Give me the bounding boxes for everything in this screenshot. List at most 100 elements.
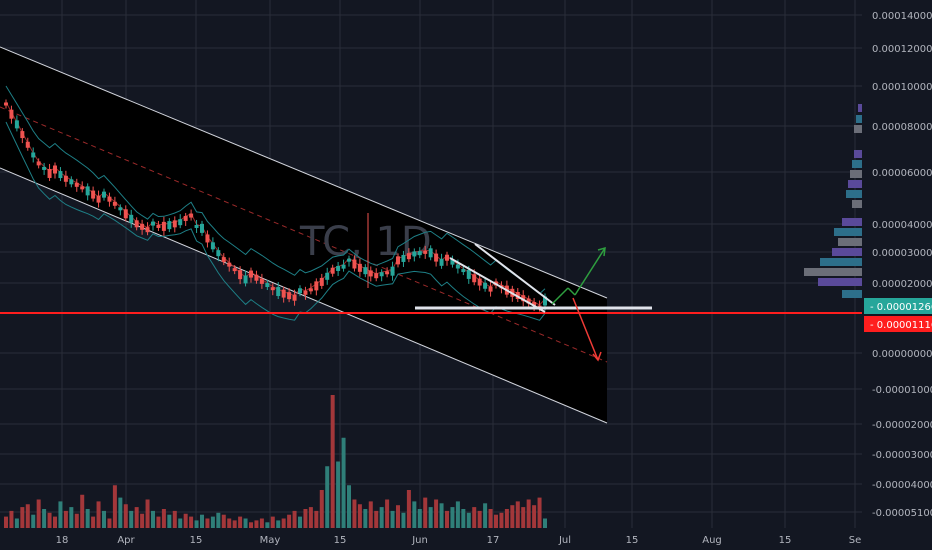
candle-body <box>472 274 477 283</box>
candle-body <box>96 195 101 203</box>
candle-body <box>156 224 161 228</box>
candle-body <box>357 263 362 272</box>
volume-profile-bar <box>820 258 862 266</box>
volume-bar <box>205 518 210 528</box>
candles <box>4 99 547 312</box>
candle-body <box>445 254 449 261</box>
volume-bar <box>439 503 444 528</box>
candle-body <box>417 251 422 256</box>
volume-bar <box>401 512 406 528</box>
candle-body <box>194 224 199 228</box>
volume-bar <box>314 510 319 528</box>
candle-body <box>265 283 270 288</box>
volume-profile-bar <box>850 170 862 178</box>
volume-bar <box>74 513 79 528</box>
volume-bar <box>20 507 25 528</box>
candle-body <box>58 171 63 179</box>
volume-bar <box>319 490 324 528</box>
x-tick-label: Jun <box>411 535 428 546</box>
green-path-1 <box>551 287 569 305</box>
candle-body <box>47 168 52 178</box>
volume-bar <box>156 516 161 528</box>
candle-body <box>308 288 313 292</box>
y-axis[interactable]: 0.00014000 0.00012000 0.00010000 0.00008000… <box>862 0 932 550</box>
volume-bar <box>9 510 14 528</box>
x-tick-label: 18 <box>56 535 69 546</box>
candle-body <box>80 186 85 190</box>
x-tick-label: Apr <box>117 535 135 546</box>
bollinger-bands <box>5 85 546 321</box>
volume-bar <box>450 507 455 528</box>
channel-midline <box>0 106 608 363</box>
candle-body <box>254 274 259 281</box>
candle-body <box>69 179 74 185</box>
volume-bar <box>374 510 379 528</box>
volume-profile-bar <box>838 238 862 246</box>
volume-bar <box>145 499 150 528</box>
volume-bar <box>363 509 368 528</box>
volume-bar <box>161 509 166 528</box>
volume-bar <box>47 512 52 528</box>
volume-bar <box>129 510 134 528</box>
volume-bar <box>510 505 515 528</box>
volume-bar <box>102 510 106 528</box>
y-tick-label: 0.00006000 <box>872 168 932 179</box>
candle-body <box>281 289 286 298</box>
volume-profile-bar <box>848 180 862 188</box>
candle-body <box>303 290 308 295</box>
wedge-lower-line <box>449 257 546 313</box>
candle-body <box>347 258 351 262</box>
candle-body <box>352 259 357 269</box>
x-tick-label: 15 <box>190 535 203 546</box>
volume-bar <box>483 503 488 528</box>
candle-body <box>36 161 41 166</box>
volume-bar <box>292 510 297 528</box>
candle-body <box>85 186 90 196</box>
volume-bar <box>238 516 243 528</box>
volume-bar <box>232 520 237 528</box>
volume-bar <box>341 437 346 528</box>
volume-profile-bar <box>852 200 862 208</box>
volume-bar <box>308 507 313 528</box>
volume-bar <box>25 504 30 528</box>
candle-body <box>221 257 226 263</box>
volume-bar <box>69 507 74 528</box>
green-path-3 <box>574 247 606 296</box>
volume-bar <box>140 513 145 528</box>
candle-body <box>227 262 232 267</box>
y-tick-label: 0.00000000 <box>872 349 932 360</box>
volume-bar <box>265 522 270 528</box>
volume-profile-bar <box>842 218 862 226</box>
volume-bar <box>189 516 194 528</box>
volume-profile-bar <box>846 190 862 198</box>
candle-body <box>243 275 248 284</box>
volume-bar <box>368 501 373 528</box>
volume-bar <box>107 518 112 528</box>
x-axis[interactable]: 18 Apr 15 May 15 Jun 17 Jul 15 Aug 15 Se <box>56 535 862 546</box>
volume-bar <box>499 512 504 528</box>
x-tick-label: Se <box>849 535 862 546</box>
y-tick-label: -0.00005100 <box>872 508 932 519</box>
volume-bar <box>455 501 460 528</box>
candle-body <box>232 268 237 272</box>
volume-bar <box>385 499 390 528</box>
symbol-watermark: TC, 1D <box>299 219 432 265</box>
price-label: - 0.00001266 <box>870 302 932 313</box>
volume-bar <box>390 510 395 528</box>
x-tick-label: 15 <box>334 535 347 546</box>
bollinger-basis <box>5 101 546 306</box>
volume-bar <box>85 509 90 528</box>
candle-body <box>423 250 428 254</box>
channel-lower-line <box>0 167 608 424</box>
volume-bar <box>428 507 433 528</box>
red-arrow-head <box>592 351 602 362</box>
candle-body <box>259 278 264 284</box>
volume-bar <box>423 497 428 528</box>
candle-body <box>9 109 14 119</box>
volume-bar <box>80 494 85 528</box>
candle-body <box>107 196 112 202</box>
green-path-2 <box>567 287 576 296</box>
drawings <box>0 104 862 362</box>
y-tick-label: 0.00010000 <box>872 82 932 93</box>
